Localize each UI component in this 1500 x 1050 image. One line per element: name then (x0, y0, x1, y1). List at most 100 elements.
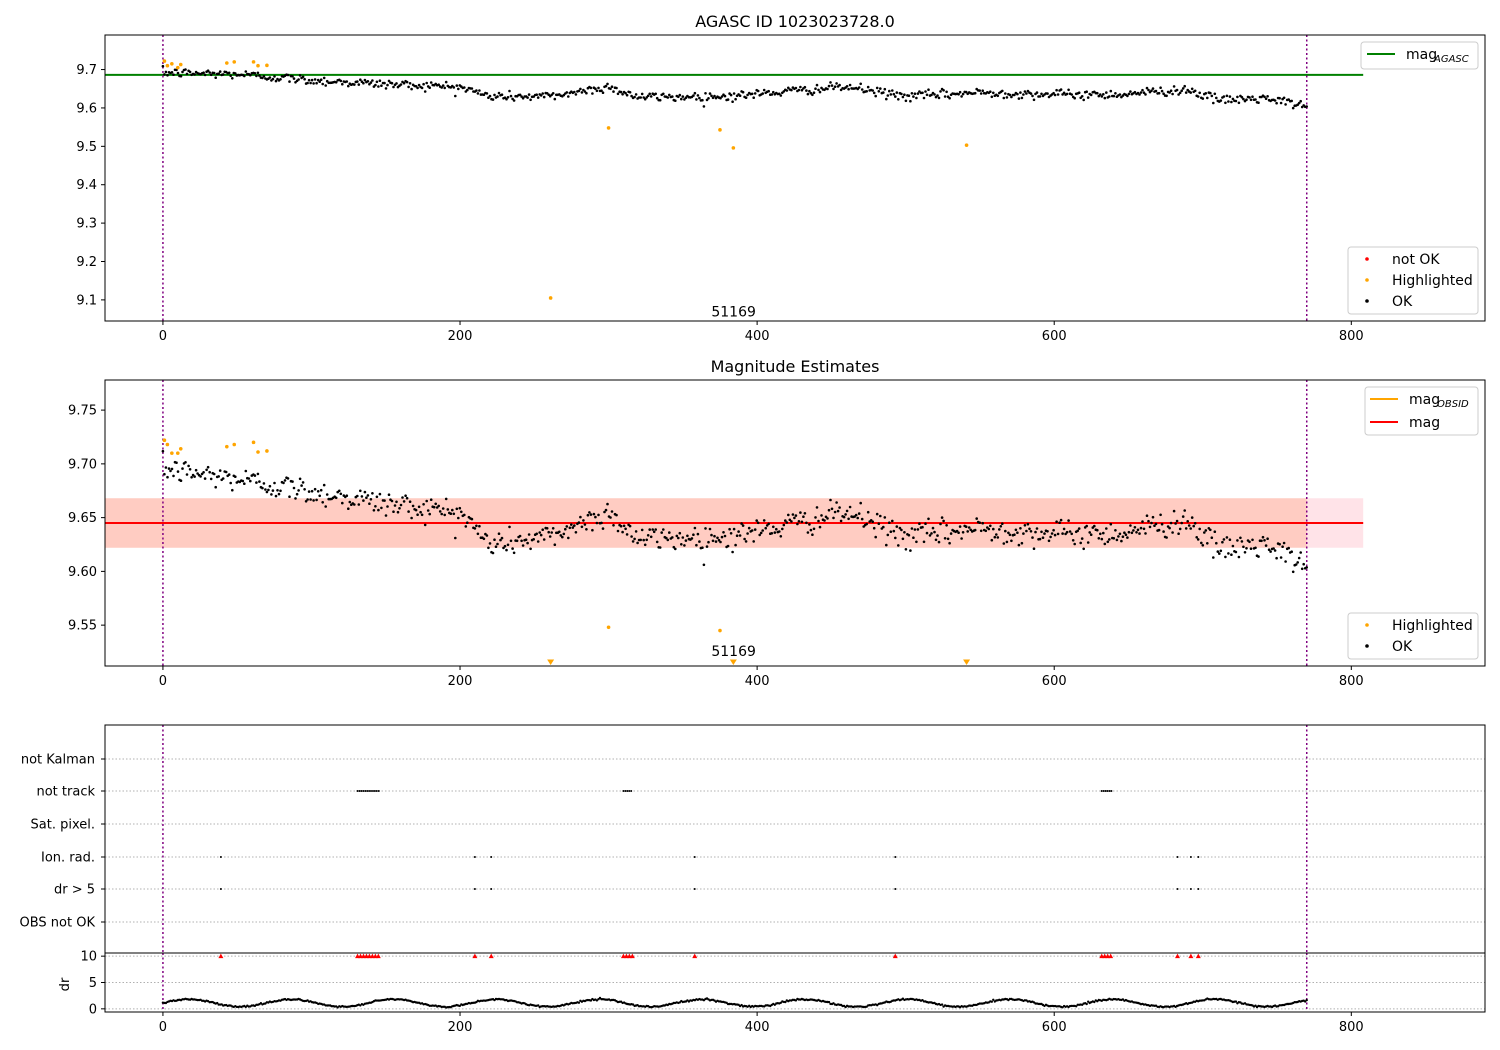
ok-point (927, 517, 930, 521)
ok-point (1055, 520, 1058, 523)
ok-point (945, 90, 948, 94)
ok-point (353, 83, 356, 86)
ok-point (713, 94, 716, 98)
ok-point (550, 531, 553, 534)
ok-point (1070, 93, 1073, 96)
ok-point (1112, 537, 1116, 540)
ok-point (518, 534, 522, 538)
ok-point (693, 526, 697, 530)
ok-point (360, 495, 364, 498)
highlighted-point (225, 444, 229, 449)
ok-point (829, 498, 832, 502)
ok-point (606, 82, 609, 86)
ok-point (163, 472, 166, 476)
ok-point (1022, 532, 1025, 535)
ok-point (710, 533, 713, 537)
ok-point (1264, 97, 1268, 100)
ok-point (567, 536, 570, 540)
ok-point (410, 87, 413, 91)
ok-point (1022, 93, 1025, 96)
ok-point (1150, 89, 1153, 92)
x-tick-label: 200 (448, 674, 473, 689)
ok-point (1181, 87, 1185, 90)
ok-point (164, 70, 168, 74)
ok-point (1204, 529, 1208, 532)
ok-point (321, 82, 325, 86)
flag-point (1197, 856, 1200, 858)
ok-point (475, 524, 478, 528)
ok-point (310, 78, 314, 82)
ok-point (924, 522, 927, 525)
ok-point (274, 79, 278, 83)
ok-point (1239, 536, 1242, 540)
legend-line-label: mag (1406, 47, 1437, 63)
ok-point (728, 527, 731, 531)
ok-point (612, 90, 615, 93)
ok-point (1050, 532, 1054, 535)
ok-point (509, 539, 513, 543)
ok-point (577, 521, 581, 524)
y-tick-label: 9.4 (76, 178, 97, 193)
ok-point (640, 528, 644, 532)
ok-point (1305, 105, 1308, 108)
ok-point (915, 96, 918, 100)
ok-point (356, 494, 359, 498)
ok-point (649, 95, 653, 98)
x-tick-label: 400 (745, 674, 770, 689)
ok-point (1067, 88, 1070, 92)
ok-point (1189, 91, 1192, 94)
ok-point (383, 499, 386, 502)
ok-point (859, 82, 862, 86)
ok-point (476, 532, 480, 536)
ok-point (268, 484, 272, 488)
ok-point (830, 507, 834, 511)
ok-point (695, 543, 698, 547)
ok-point (886, 94, 890, 97)
ok-point (362, 81, 365, 85)
highlighted-point (606, 625, 611, 630)
ok-point (580, 91, 584, 94)
ok-point (1212, 101, 1215, 105)
ok-point (610, 510, 614, 513)
ok-point (399, 503, 403, 507)
ok-point (374, 83, 377, 87)
ok-point (1180, 521, 1183, 525)
ok-point (770, 93, 774, 96)
ok-point (1225, 536, 1229, 539)
x-tick-label: 0 (159, 1020, 167, 1035)
ok-point (491, 551, 495, 555)
ok-point (288, 495, 291, 499)
ok-point (1077, 527, 1081, 530)
dr-point (990, 1000, 993, 1003)
ok-point (1026, 522, 1030, 526)
ok-point (931, 526, 935, 530)
ok-point (640, 92, 644, 96)
ok-point (833, 510, 837, 514)
ok-point (164, 466, 168, 469)
legend-point-swatch (1365, 644, 1369, 648)
ok-point (366, 494, 370, 497)
ok-point (573, 524, 576, 527)
ok-point (704, 527, 707, 530)
ok-point (910, 527, 914, 530)
ok-point (1034, 530, 1037, 534)
ok-point (1059, 88, 1063, 91)
ok-point (666, 96, 670, 99)
ok-point (639, 96, 642, 99)
flag-point (219, 856, 222, 858)
ok-point (1159, 513, 1162, 517)
ok-point (668, 93, 671, 97)
ok-point (1260, 539, 1263, 543)
ok-point (915, 540, 918, 544)
ok-point (779, 94, 783, 97)
ok-point (999, 525, 1003, 528)
dr-point (1093, 1000, 1096, 1004)
ok-point (558, 530, 561, 534)
flag-point (630, 790, 633, 792)
ok-point (910, 92, 914, 95)
ok-point (897, 544, 900, 547)
ok-point (493, 538, 496, 541)
ok-point (979, 529, 983, 533)
ok-point (243, 74, 246, 78)
capped-dr-marker (472, 953, 478, 959)
